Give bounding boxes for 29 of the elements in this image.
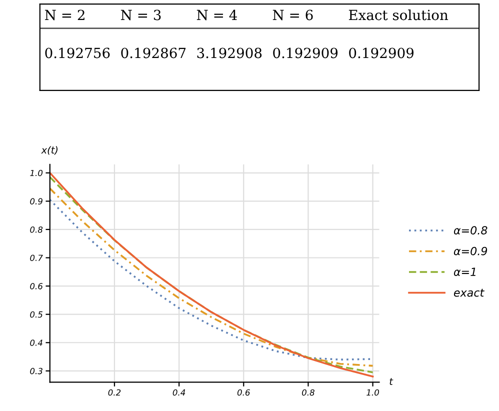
text: N = 6 [272,10,313,20]
x-tick-label: 0.2 [108,389,121,396]
text: N = 2 [44,10,84,20]
y-tick-label: 1.0 [30,170,43,176]
legend-label: α=1 [454,268,476,276]
x-tick-label: 0.8 [302,389,314,396]
text: Exact solution [348,9,448,20]
y-tick-label: 0.9 [30,198,42,204]
text: N = 4 [196,10,238,20]
y-tick-label: 0.4 [30,340,42,346]
y-axis-title: x(t) [41,146,58,155]
text: 0.192756 [45,48,110,58]
legend-label: α=0.8 [454,226,488,235]
legend-label: exact [454,288,484,297]
x-tick-label: 0.4 [172,389,186,396]
text: 0.192867 [121,48,186,58]
text: 3.192908 [197,48,262,58]
text: 0.192909 [349,48,414,58]
y-tick-label: 0.3 [30,368,42,374]
x-axis-title: t [390,378,394,385]
text: 0.192909 [273,48,338,58]
text: N = 3 [120,10,161,20]
y-tick-label: 0.5 [30,311,42,318]
legend-label: α=0.9 [454,246,488,256]
y-tick-label: 0.8 [30,226,43,233]
y-tick-label: 0.6 [30,283,43,290]
x-tick-label: 0.6 [237,389,250,396]
x-tick-label: 1.0 [366,389,379,396]
y-tick-label: 0.7 [30,254,43,262]
